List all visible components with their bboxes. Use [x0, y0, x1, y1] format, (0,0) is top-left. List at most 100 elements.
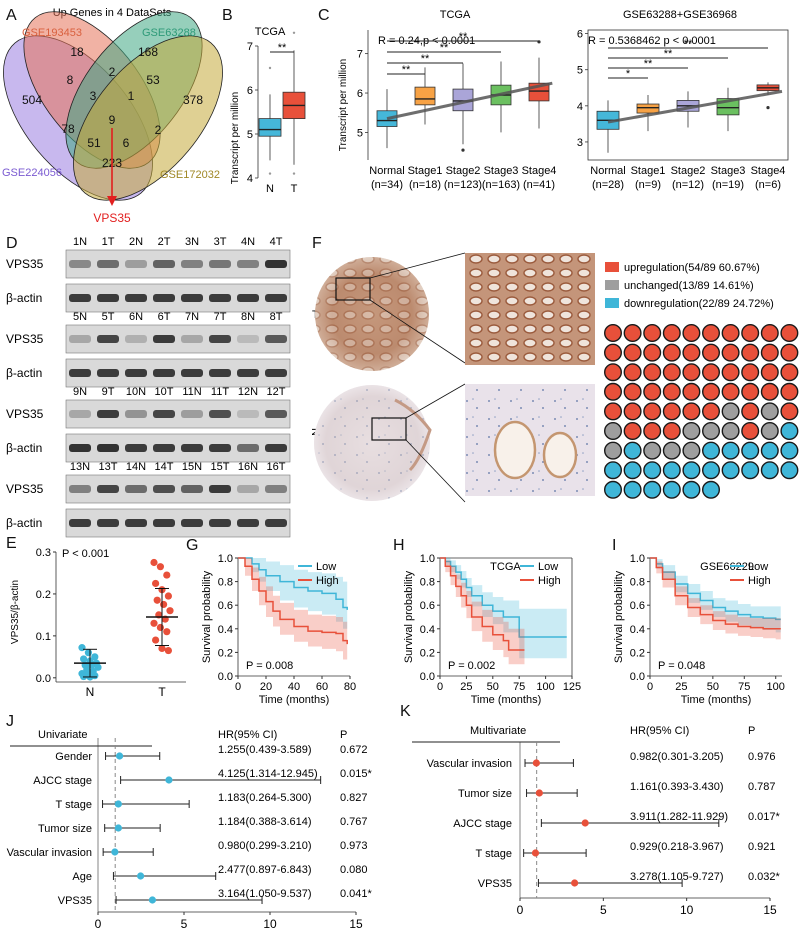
- blot-band: [69, 369, 91, 377]
- panel-letter-b: B: [222, 7, 233, 24]
- data-point: [164, 646, 172, 655]
- blot-band: [125, 294, 147, 302]
- panel-f-ihc: T N upregulation(54/89 60.67%) unchanged…: [309, 252, 799, 503]
- x-tick-label: Stage3: [484, 165, 519, 177]
- ihc-label-normal: N: [309, 428, 321, 436]
- ihc-tumor-zoom: [465, 253, 595, 365]
- ihc-dot: [760, 461, 779, 480]
- lane-label: 6T: [158, 311, 171, 323]
- ihc-dot: [780, 382, 799, 401]
- lane-label: 2N: [129, 236, 143, 248]
- p-value: 0.787: [748, 781, 776, 793]
- y-axis-label: Survival probability: [613, 570, 625, 663]
- sig-label: **: [459, 31, 468, 43]
- x-tick-label: T: [291, 183, 298, 195]
- panel-e-scatter: P < 0.001 VPS35/β-actin 0.0 0.1 0.2 0.3 N T: [10, 547, 186, 699]
- y-tick-label: 3: [577, 137, 583, 149]
- lane-label: 14T: [155, 461, 174, 473]
- blot-row-label: β-actin: [6, 366, 42, 380]
- y-tick-label: 0.2: [218, 647, 233, 659]
- ihc-dot: [741, 363, 760, 382]
- blot-band: [153, 260, 175, 268]
- lane-label: 11T: [211, 386, 229, 398]
- outlier-point: [268, 66, 272, 70]
- ihc-dot: [760, 324, 779, 343]
- y-tick-label: 0.8: [218, 577, 233, 589]
- venn-title: Up Genes in 4 DataSets: [53, 7, 172, 19]
- venn-ellipse-gse172032: [73, 35, 223, 201]
- ihc-dot: [741, 461, 760, 480]
- ihc-dot: [643, 382, 662, 401]
- ihc-zoom-line: [369, 299, 466, 364]
- hr-point: [535, 789, 543, 797]
- ihc-legend-swatch-up: [605, 262, 619, 272]
- x-axis-label: Time (months): [681, 694, 752, 706]
- row-label: T stage: [476, 848, 513, 860]
- x-tick-label: Stage1: [631, 165, 666, 177]
- ihc-dot: [702, 422, 721, 441]
- panel-c2-annotation: R = 0.5368462 p < 0.0001: [588, 35, 716, 47]
- panel-k-forest: Multivariate HR(95% CI) P 0 5 10 15 Vascular in…: [412, 725, 781, 917]
- forest-header: Multivariate: [470, 725, 526, 737]
- ihc-dot: [662, 324, 681, 343]
- ci-band: [440, 558, 567, 659]
- ihc-dot: [682, 480, 701, 499]
- x-tick-label: 100: [767, 681, 785, 693]
- ihc-dot: [623, 382, 642, 401]
- outlier-point: [268, 172, 272, 175]
- ihc-dot: [662, 461, 681, 480]
- outlier-point: [292, 31, 296, 34]
- ihc-dot: [662, 363, 681, 382]
- ihc-dot: [682, 461, 701, 480]
- hr-point: [571, 879, 579, 887]
- plot-frame: [587, 29, 789, 161]
- venn-label-gse63288: GSE63288: [142, 27, 196, 39]
- blot-band: [125, 519, 147, 527]
- x-tick-label: 25: [460, 681, 472, 693]
- ihc-dot: [682, 402, 701, 421]
- ci-band: [650, 558, 781, 640]
- data-point: [158, 644, 166, 653]
- lane-label: 7T: [214, 311, 227, 323]
- ihc-dot: [604, 363, 623, 382]
- lane-label: 3T: [214, 236, 227, 248]
- x-tick-label: 75: [738, 681, 750, 693]
- blot-band: [153, 294, 175, 302]
- x-tick-label: Stage2: [446, 165, 481, 177]
- ihc-dot: [643, 461, 662, 480]
- ihc-dot: [662, 402, 681, 421]
- x-n-label: (n=12): [672, 179, 704, 191]
- panel-e-annotation: P < 0.001: [62, 548, 109, 560]
- ihc-dot: [721, 441, 740, 460]
- ihc-dot: [780, 441, 799, 460]
- p-value: 0.080: [340, 864, 368, 876]
- blot-band: [265, 260, 287, 268]
- blot-band: [97, 335, 119, 343]
- outlier-point: [766, 106, 770, 110]
- plot-title: TCGA: [490, 561, 521, 573]
- data-point: [166, 607, 174, 615]
- ihc-dot: [623, 480, 642, 499]
- ihc-dot: [702, 363, 721, 382]
- lane-label: 8T: [270, 311, 283, 323]
- blot-band: [209, 444, 231, 452]
- hr-ci-value: 1.161(0.393-3.430): [630, 781, 724, 793]
- y-tick-label: 0.2: [420, 647, 435, 659]
- ihc-dot: [760, 402, 779, 421]
- panel-b-boxplot: TCGA Transcript per million 4 5 6 7 N T **: [230, 26, 306, 195]
- x-tick-label: Normal: [369, 165, 404, 177]
- panel-e-ylabel: VPS35/β-actin: [10, 580, 21, 644]
- x-tick-label: N: [86, 685, 95, 699]
- x-tick-label: Stage4: [522, 165, 557, 177]
- x-tick-label: T: [158, 685, 166, 699]
- legend-label: Low: [748, 561, 768, 573]
- blot-band: [209, 294, 231, 302]
- x-axis-label: Time (months): [259, 694, 330, 706]
- panel-letters: A B C D F E G H I J K: [6, 7, 616, 730]
- hr-ci-value: 0.982(0.301-3.205): [630, 751, 724, 763]
- panel-letter-a: A: [6, 7, 17, 24]
- p-value: 0.976: [748, 751, 776, 763]
- blot-band: [237, 294, 259, 302]
- data-point: [91, 653, 99, 661]
- blot-band: [69, 485, 91, 493]
